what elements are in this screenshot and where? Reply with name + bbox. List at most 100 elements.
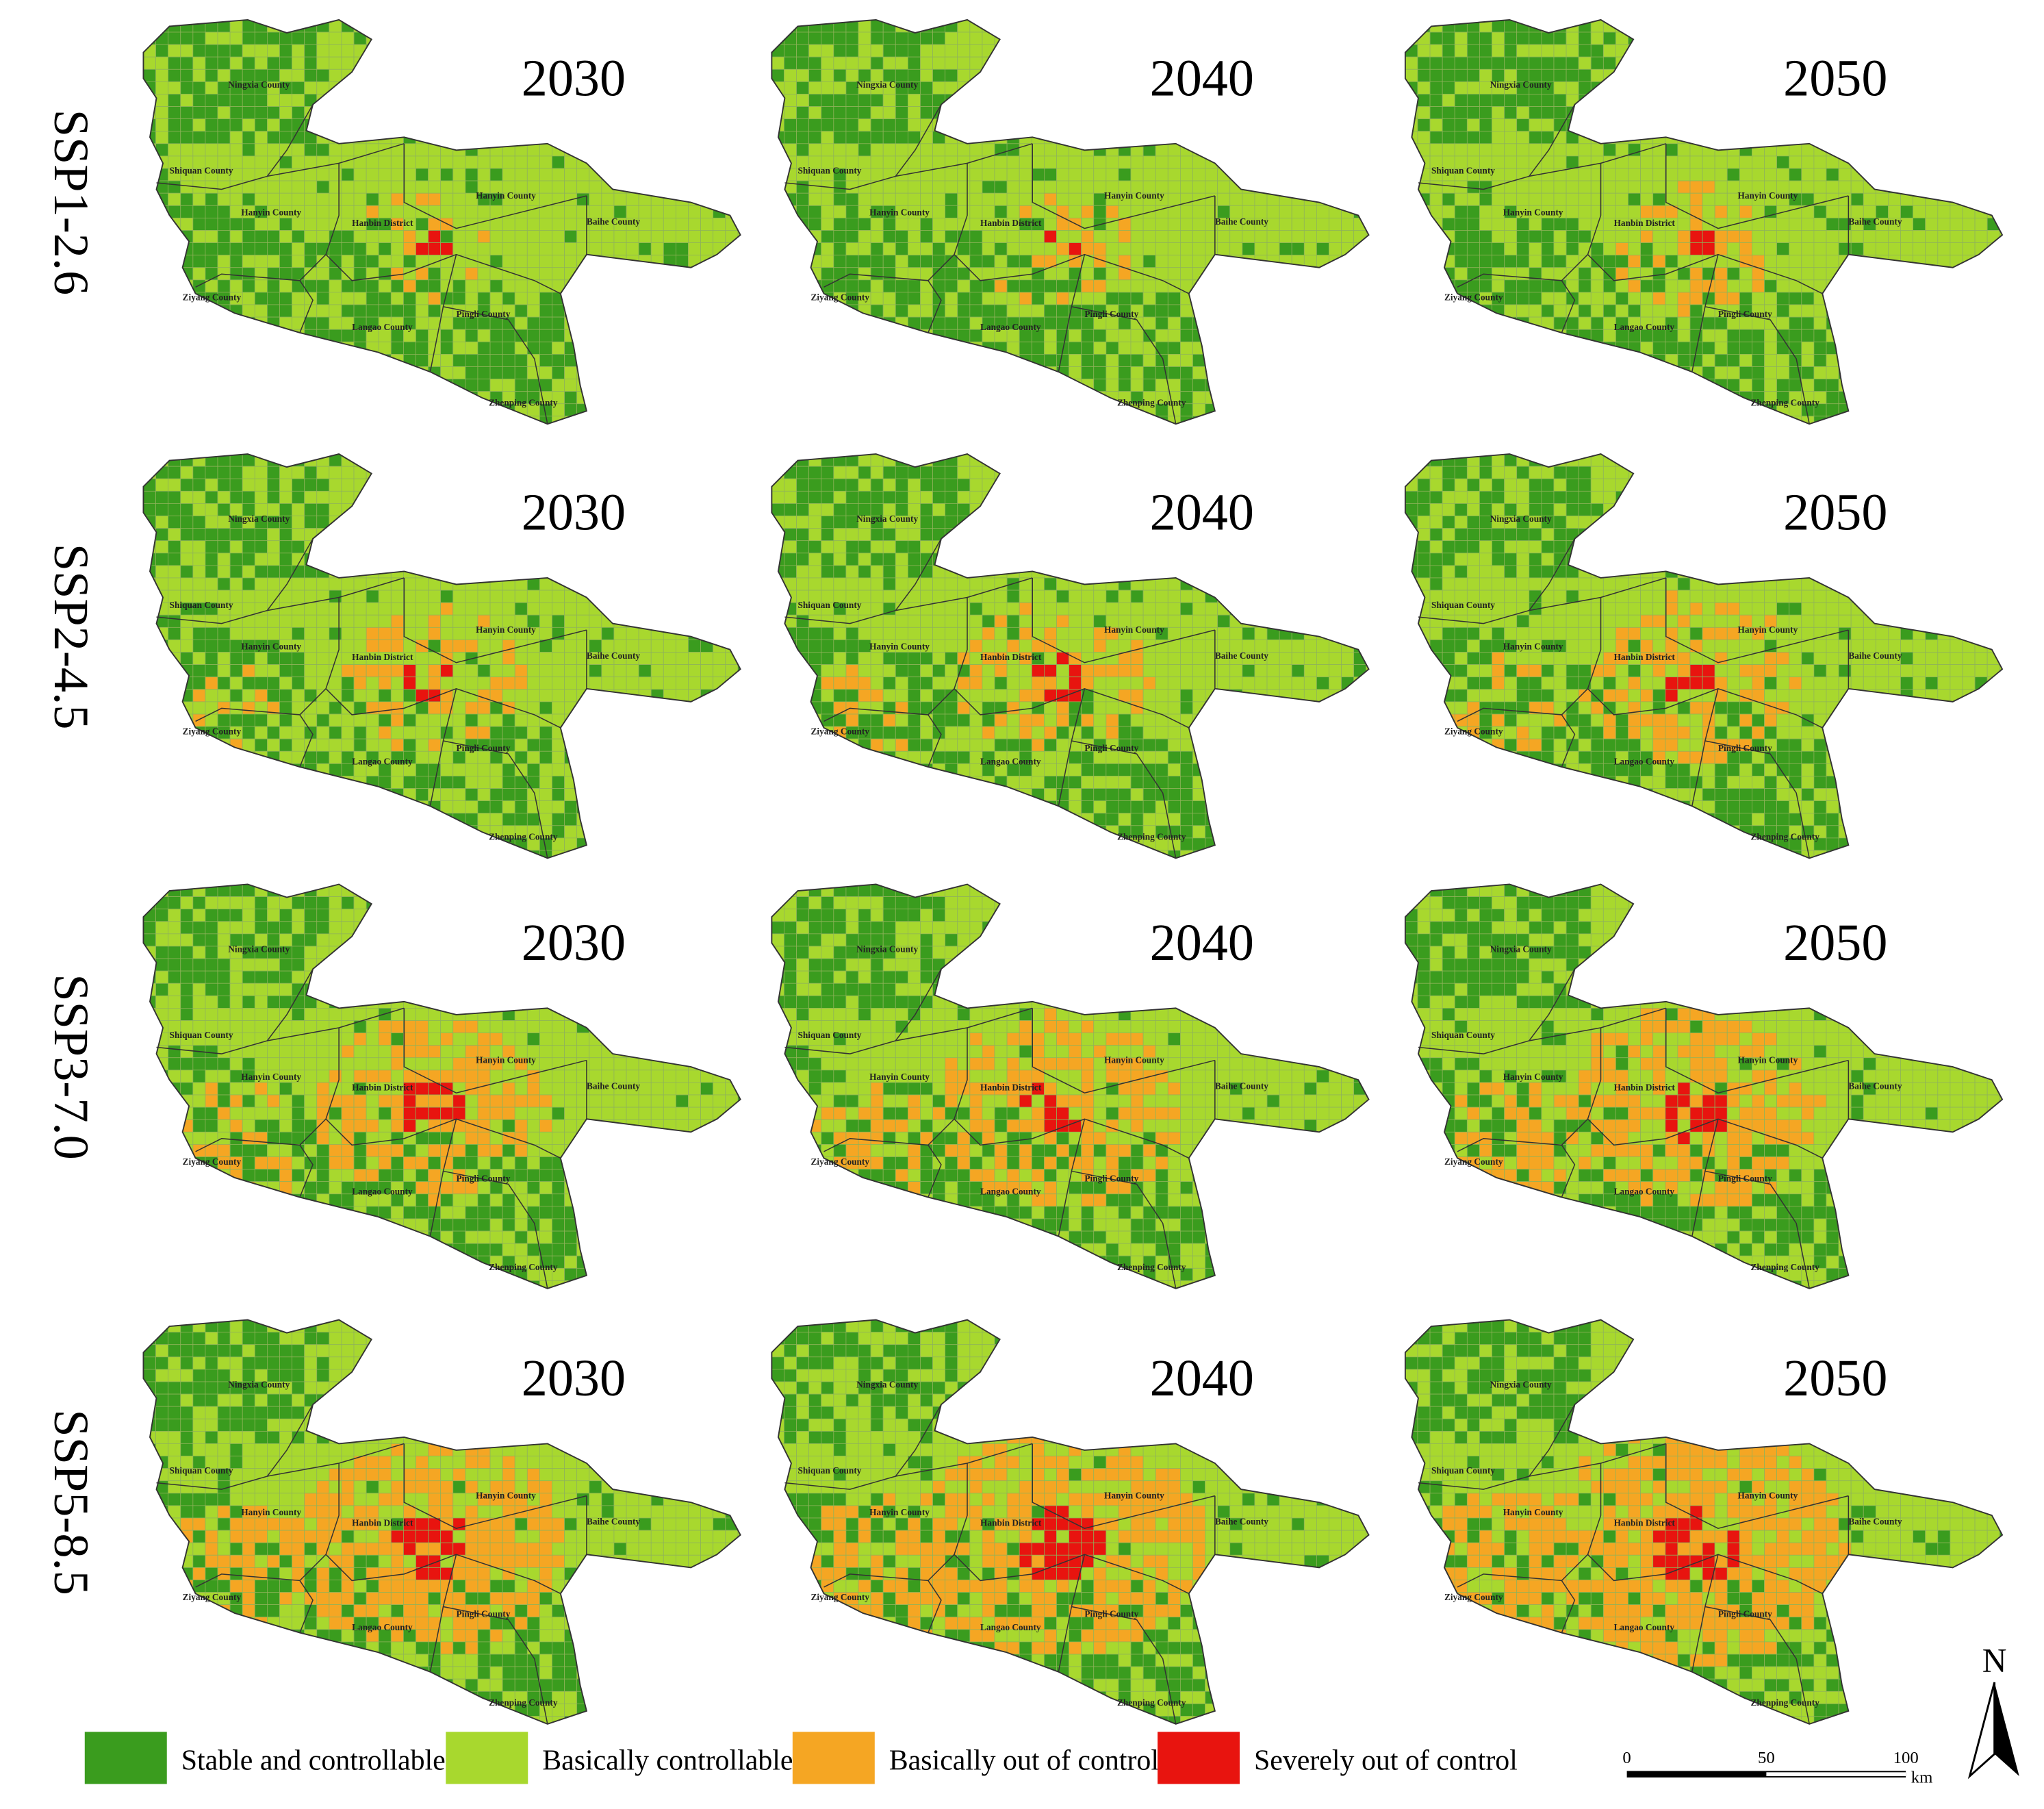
grid-cell [713,230,726,243]
grid-cell [514,255,528,268]
grid-cell [1726,81,1740,94]
grid-cell [378,391,392,405]
grid-cell [341,118,355,132]
grid-cell [353,391,367,405]
grid-cell [378,230,392,243]
grid-cell [1353,118,1367,132]
grid-cell [1106,131,1119,144]
grid-cell [626,44,639,58]
grid-cell [870,131,884,144]
grid-cell [1118,341,1132,355]
county-label: Shiquan County [797,166,861,176]
grid-cell [784,94,797,107]
grid-cell [1279,180,1292,194]
grid-cell [1726,403,1740,417]
grid-cell [737,304,741,318]
grid-cell [1702,19,1715,33]
grid-cell [870,403,884,417]
grid-cell [1913,131,1926,144]
grid-cell [1578,353,1592,367]
grid-cell [982,118,995,132]
grid-cell [564,106,578,120]
grid-cell [1689,131,1703,144]
grid-cell [1167,106,1181,120]
grid-cell [279,255,292,268]
grid-cell [589,292,602,305]
grid-cell [833,180,847,194]
grid-cell [552,316,565,330]
grid-cell [895,106,908,120]
grid-cell [1353,81,1367,94]
grid-cell [1590,192,1604,206]
grid-cell [1492,267,1505,281]
grid-cell [1615,416,1628,425]
grid-cell [1739,353,1752,367]
grid-cell [1900,106,1913,120]
grid-cell [1504,255,1518,268]
grid-cell [796,366,810,379]
grid-cell [1417,94,1431,107]
grid-cell [1776,341,1790,355]
grid-cell [957,94,971,107]
grid-cell [539,31,552,45]
grid-cell [1167,230,1181,243]
grid-cell [1689,106,1703,120]
grid-cell [1602,81,1616,94]
grid-cell [1665,19,1678,33]
grid-cell [945,143,958,157]
grid-cell [982,168,995,181]
grid-cell [1776,316,1790,330]
grid-cell [1652,81,1666,94]
grid-cell [845,279,859,293]
grid-cell [477,341,491,355]
grid-cell [1900,329,1913,342]
grid-cell [1689,180,1703,194]
grid-cell [1429,56,1443,70]
grid-cell [1838,143,1852,157]
grid-cell [1466,255,1480,268]
grid-cell [1900,304,1913,318]
grid-cell [1875,304,1889,318]
grid-cell [1454,19,1468,33]
grid-cell [1142,131,1156,144]
grid-cell [895,44,908,58]
grid-cell [771,56,784,70]
grid-cell [771,230,784,243]
grid-cell [626,155,639,169]
grid-cell [1677,31,1691,45]
grid-cell [316,168,330,181]
grid-cell [1479,416,1492,425]
grid-cell [601,19,615,33]
grid-cell [1553,279,1567,293]
grid-cell [1875,192,1889,206]
grid-cell [1466,416,1480,425]
grid-cell [650,44,664,58]
grid-cell [1801,304,1815,318]
grid-cell [676,292,689,305]
grid-cell [1429,379,1443,392]
grid-cell [1229,403,1243,417]
grid-cell [1875,341,1889,355]
grid-cell [1242,192,1255,206]
grid-cell [1254,242,1268,256]
grid-cell [329,403,342,417]
grid-cell [1702,81,1715,94]
grid-cell [1081,242,1095,256]
grid-cell [1652,180,1666,194]
grid-cell [1366,316,1369,330]
grid-cell [1714,192,1728,206]
grid-cell [1590,180,1604,194]
grid-cell [626,366,639,379]
grid-cell [895,192,908,206]
grid-cell [808,205,822,218]
grid-cell [192,341,206,355]
grid-cell [1454,44,1468,58]
grid-cell [1689,205,1703,218]
grid-cell [1217,155,1231,169]
grid-cell [737,329,741,342]
grid-cell [663,217,676,231]
grid-cell [1492,44,1505,58]
grid-cell [1962,143,1976,157]
grid-cell [1962,44,1976,58]
grid-cell [1999,44,2003,58]
